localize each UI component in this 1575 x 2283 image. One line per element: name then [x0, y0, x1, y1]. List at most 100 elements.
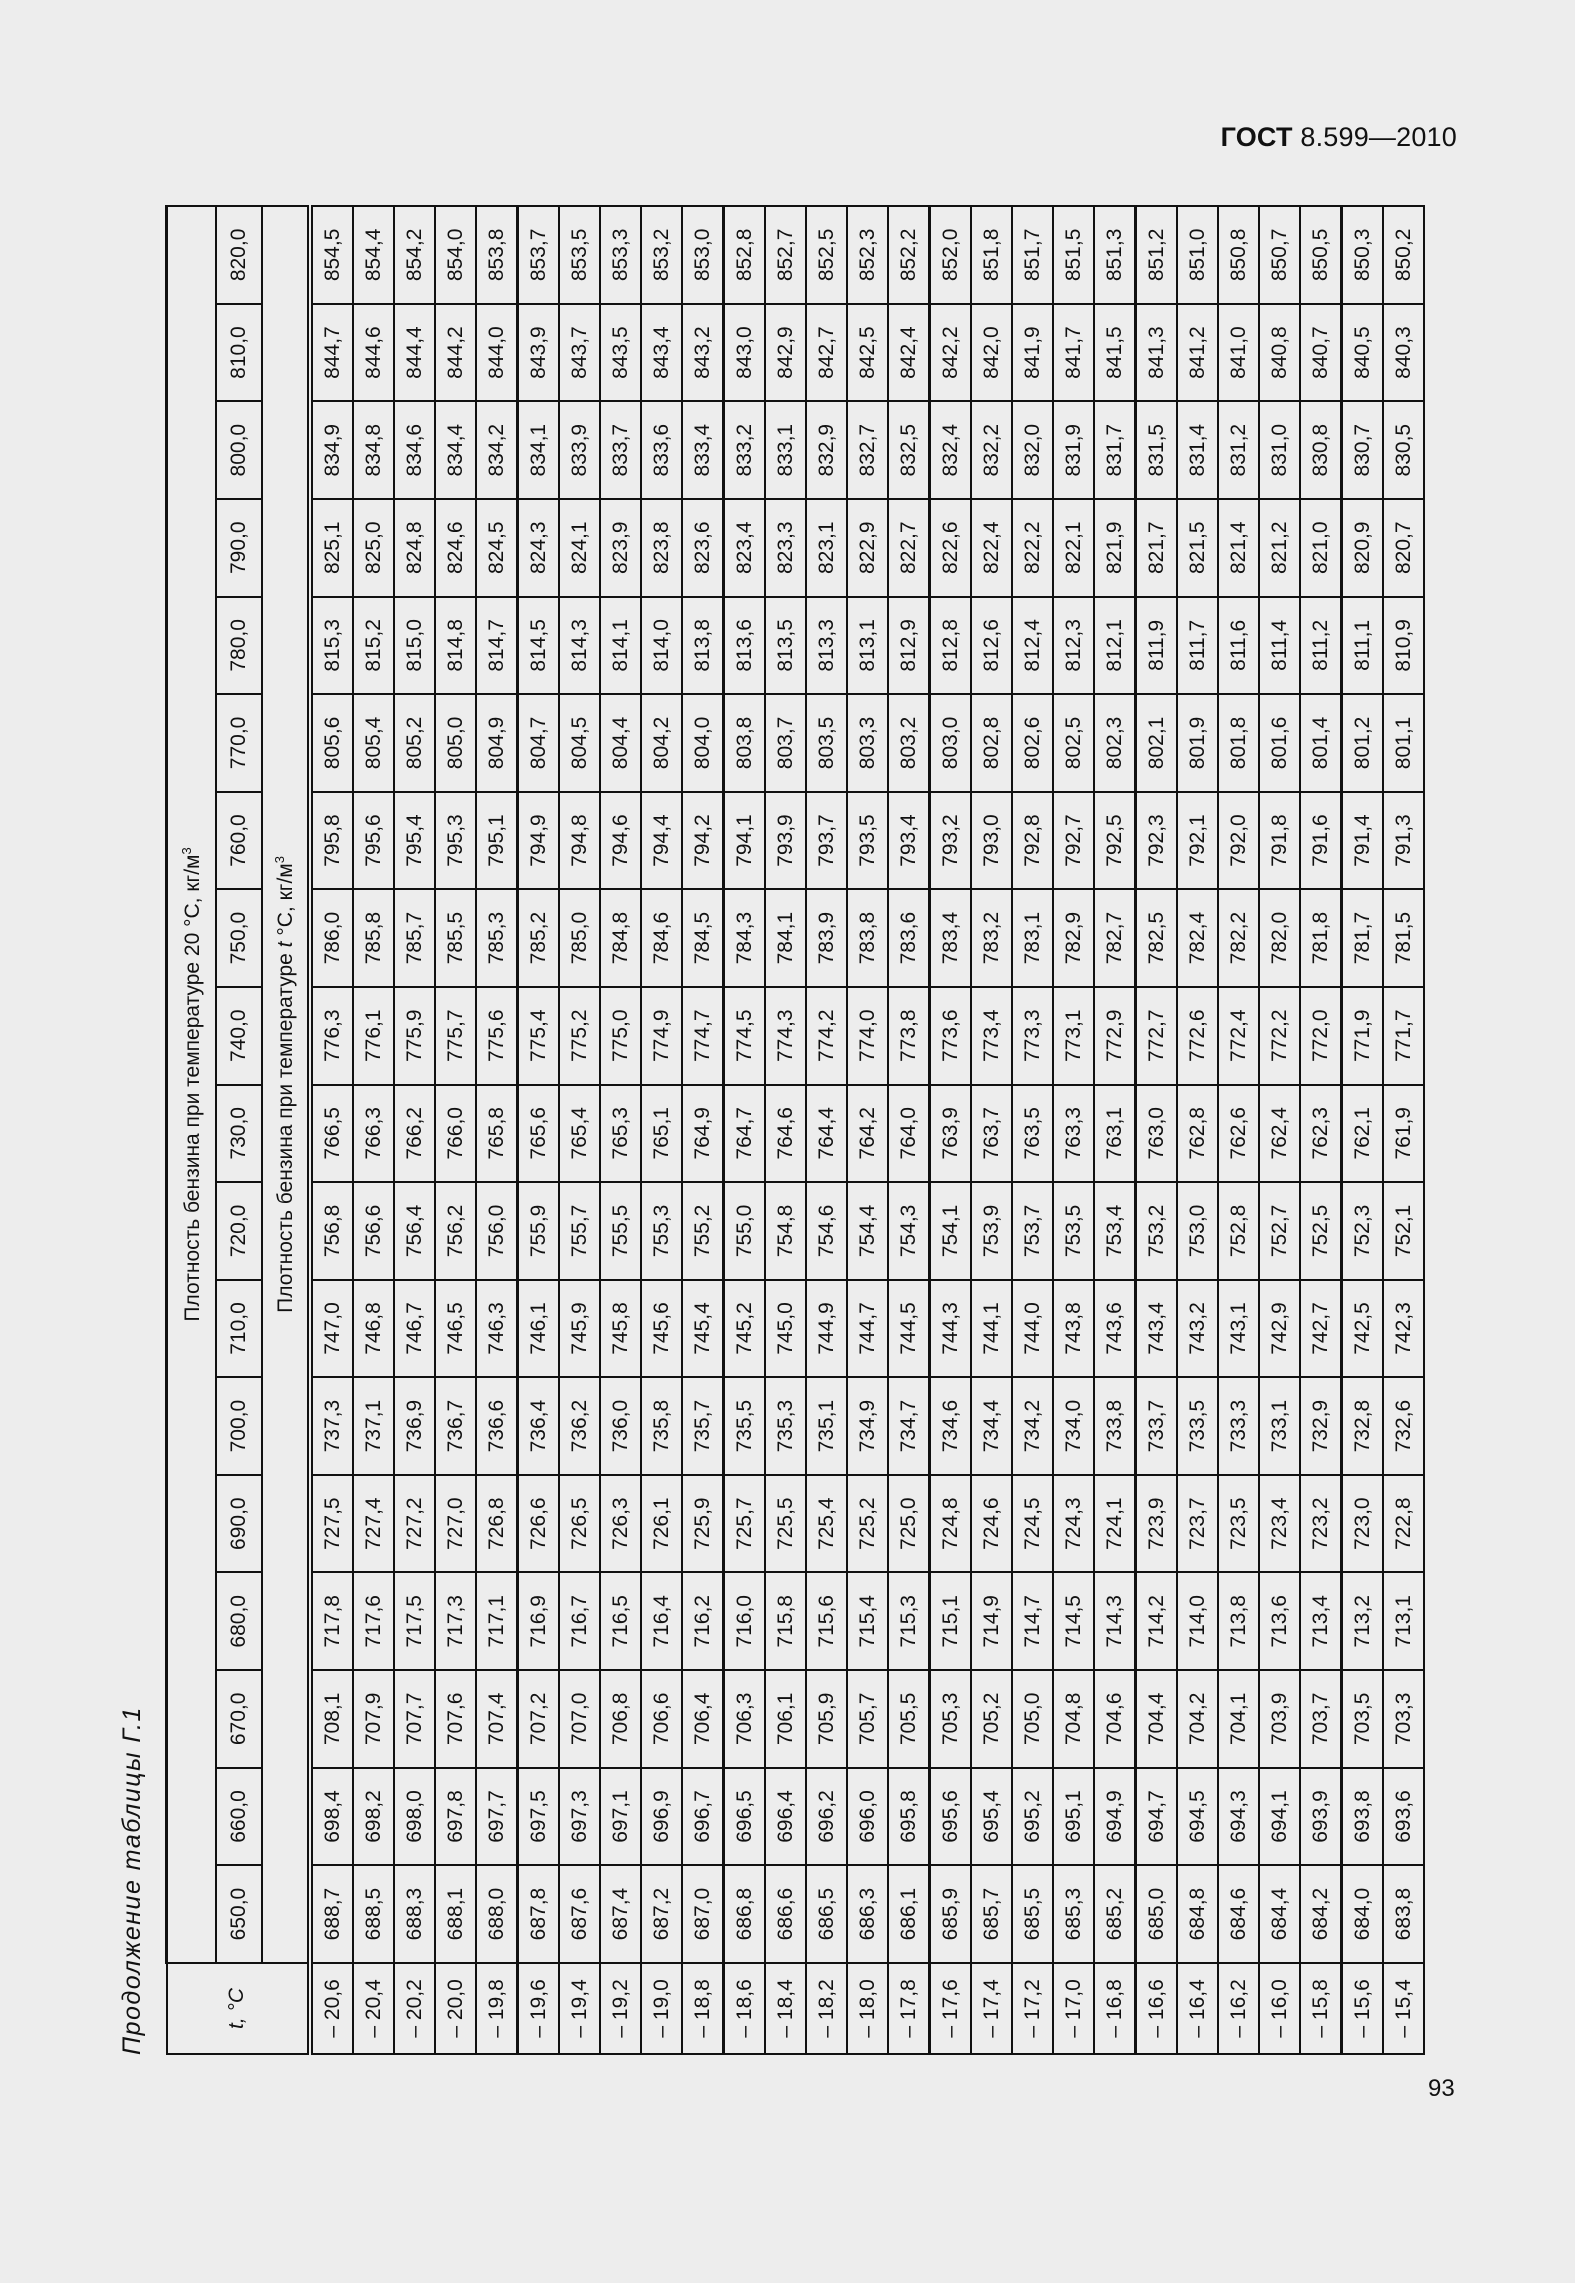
table-row: – 17,2 685,5 695,2 705,0 714,7 724,5 734,2 744,…: [1012, 206, 1053, 2054]
density-cell: 803,0: [929, 694, 971, 792]
density-cell: 803,2: [888, 694, 930, 792]
density-cell: 693,9: [1300, 1767, 1342, 1866]
density-cell: 736,6: [476, 1377, 518, 1475]
temperature-cell: – 18,0: [847, 1962, 888, 2054]
density-cell: 783,2: [971, 889, 1012, 987]
density-cell: 745,6: [641, 1279, 682, 1378]
density-cell: 753,0: [1177, 1182, 1218, 1280]
density-cell: 732,9: [1300, 1377, 1342, 1475]
density-cell: 785,2: [517, 889, 559, 987]
density-cell: 703,5: [1341, 1670, 1383, 1768]
group-title-t-part: 3: [272, 856, 287, 864]
density-cell: 844,0: [476, 303, 518, 402]
group-title-t-part: Плотность бензина при температуре: [274, 947, 297, 1313]
density-cell: 842,9: [765, 303, 806, 402]
density-cell: 813,3: [806, 596, 847, 695]
density-cell: 746,7: [394, 1279, 435, 1378]
density-cell: 706,6: [641, 1670, 682, 1768]
density-cell: 841,2: [1177, 303, 1218, 402]
density-cell: 773,8: [888, 986, 930, 1085]
density-cell: 774,3: [765, 986, 806, 1085]
table-row: – 18,4 686,6 696,4 706,1 715,8 725,5 735,3 745,…: [765, 206, 806, 2054]
density-cell: 744,0: [1012, 1279, 1053, 1378]
density-cell: 714,3: [1094, 1572, 1136, 1671]
density-cell: 850,8: [1218, 206, 1259, 304]
density-cell: 850,7: [1259, 206, 1300, 304]
density-cell: 811,2: [1300, 596, 1342, 695]
density-cell: 746,5: [435, 1279, 476, 1378]
density-cell: 854,0: [435, 206, 476, 304]
density-cell: 725,5: [765, 1474, 806, 1573]
density-cell: 782,7: [1094, 889, 1136, 987]
column-header-density: 650,0: [216, 1865, 262, 1963]
density-cell: 704,6: [1094, 1670, 1136, 1768]
density-cell: 782,4: [1177, 889, 1218, 987]
density-cell: 850,2: [1383, 206, 1424, 304]
column-header-density: 750,0: [216, 889, 262, 987]
density-cell: 842,7: [806, 303, 847, 402]
density-cell: 697,3: [559, 1767, 600, 1866]
density-cell: 761,9: [1383, 1084, 1424, 1183]
density-cell: 736,7: [435, 1377, 476, 1475]
density-cell: 813,6: [723, 596, 765, 695]
density-cell: 733,3: [1218, 1377, 1259, 1475]
density-cell: 723,0: [1341, 1474, 1383, 1573]
t-column-header: t, °С: [166, 1962, 310, 2054]
density-cell: 722,8: [1383, 1474, 1424, 1573]
density-cell: 706,3: [723, 1670, 765, 1768]
density-cell: 813,8: [682, 596, 724, 695]
density-cell: 831,7: [1094, 401, 1136, 499]
density-cell: 753,5: [1053, 1182, 1094, 1280]
density-cell: 727,5: [310, 1474, 353, 1573]
density-cell: 705,5: [888, 1670, 930, 1768]
group-title-density-t: Плотность бензина при температуре t °С, …: [262, 206, 310, 1963]
table-row: – 16,2 684,6 694,3 704,1 713,8 723,5 733,3 743,…: [1218, 206, 1259, 2054]
density-cell: 753,2: [1135, 1182, 1177, 1280]
temperature-cell: – 20,4: [353, 1962, 394, 2054]
density-cell: 703,7: [1300, 1670, 1342, 1768]
density-cell: 810,9: [1383, 596, 1424, 695]
density-cell: 747,0: [310, 1279, 353, 1378]
density-cell: 686,8: [723, 1865, 765, 1963]
density-cell: 716,2: [682, 1572, 724, 1671]
density-cell: 685,5: [1012, 1865, 1053, 1963]
density-cell: 695,1: [1053, 1767, 1094, 1866]
density-cell: 854,2: [394, 206, 435, 304]
density-cell: 824,1: [559, 498, 600, 597]
temperature-cell: – 15,8: [1300, 1962, 1342, 2054]
density-cell: 754,1: [929, 1182, 971, 1280]
density-cell: 736,4: [517, 1377, 559, 1475]
density-table: t, °С Плотность бензина при температуре 2…: [165, 205, 1425, 2055]
density-cell: 697,5: [517, 1767, 559, 1866]
column-header-density: 740,0: [216, 986, 262, 1085]
density-cell: 716,4: [641, 1572, 682, 1671]
density-cell: 732,8: [1341, 1377, 1383, 1475]
density-cell: 794,9: [517, 791, 559, 890]
density-cell: 696,0: [847, 1767, 888, 1866]
density-cell: 726,8: [476, 1474, 518, 1573]
density-cell: 771,7: [1383, 986, 1424, 1085]
superscript-3: 3: [178, 847, 194, 855]
density-cell: 688,1: [435, 1865, 476, 1963]
density-cell: 851,2: [1135, 206, 1177, 304]
density-cell: 852,2: [888, 206, 930, 304]
density-cell: 685,0: [1135, 1865, 1177, 1963]
density-cell: 727,2: [394, 1474, 435, 1573]
density-cell: 705,9: [806, 1670, 847, 1768]
density-cell: 772,9: [1094, 986, 1136, 1085]
density-cell: 707,2: [517, 1670, 559, 1768]
density-cell: 765,8: [476, 1084, 518, 1183]
density-cell: 840,7: [1300, 303, 1342, 402]
density-cell: 707,7: [394, 1670, 435, 1768]
density-cell: 764,7: [723, 1084, 765, 1183]
density-cell: 775,0: [600, 986, 641, 1085]
density-cell: 802,1: [1135, 694, 1177, 792]
density-cell: 766,3: [353, 1084, 394, 1183]
density-cell: 830,5: [1383, 401, 1424, 499]
density-cell: 832,0: [1012, 401, 1053, 499]
density-cell: 842,4: [888, 303, 930, 402]
density-cell: 841,0: [1218, 303, 1259, 402]
density-cell: 766,5: [310, 1084, 353, 1183]
density-cell: 717,1: [476, 1572, 518, 1671]
density-cell: 743,2: [1177, 1279, 1218, 1378]
